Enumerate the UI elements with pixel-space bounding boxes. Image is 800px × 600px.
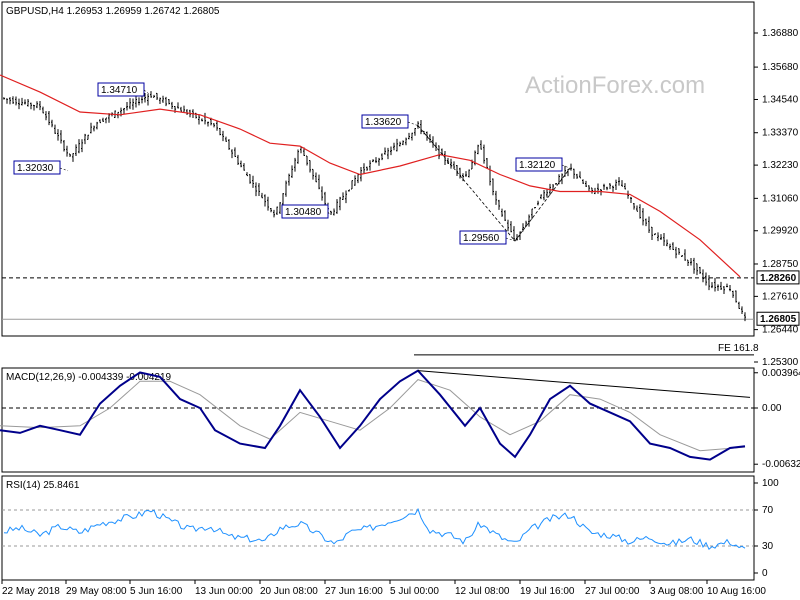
rsi-line xyxy=(3,507,746,551)
rsi-tick-label: 0 xyxy=(762,568,768,579)
price-tick-label: 1.36880 xyxy=(762,28,799,39)
macd-tick-label: -0.006324 xyxy=(762,459,800,470)
time-tick-label: 22 May 2018 xyxy=(2,586,60,597)
rsi-tick-label: 100 xyxy=(762,478,779,489)
time-tick-label: 27 Jul 00:00 xyxy=(585,586,640,597)
wave-dashed-line xyxy=(417,125,571,242)
swing-connector xyxy=(561,164,571,169)
swing-connector xyxy=(327,211,331,216)
macd-trendline xyxy=(417,370,751,398)
rsi-tick-label: 30 xyxy=(762,541,774,552)
moving-average-line xyxy=(0,74,741,278)
time-tick-label: 12 Jul 08:00 xyxy=(455,586,510,597)
swing-label-box xyxy=(459,230,507,245)
price-tick-label: 1.33370 xyxy=(762,128,799,139)
swing-annotations: 1.34710 1.32030 1.30480 1.33620 1.29560 1.321… xyxy=(13,82,571,245)
macd-panel-title: MACD(12,26,9) -0.004339 -0.004219 xyxy=(6,372,172,383)
price-tick-label: 1.28750 xyxy=(762,259,799,270)
swing-label: 1.32120 xyxy=(519,160,556,171)
time-tick-label: 5 Jul 00:00 xyxy=(390,586,439,597)
price-tick-label: 1.35680 xyxy=(762,62,799,73)
price-level-box xyxy=(756,311,800,326)
swing-connector xyxy=(143,89,151,95)
price-level-label: 1.28260 xyxy=(760,273,797,284)
rsi-tick-label: 70 xyxy=(762,505,774,516)
price-tick-label: 1.31060 xyxy=(762,193,799,204)
time-tick-label: 13 Jun 00:00 xyxy=(195,586,253,597)
swing-label: 1.29560 xyxy=(463,233,500,244)
time-tick-label: 5 Jun 16:00 xyxy=(130,586,183,597)
price-tick-label: 1.34540 xyxy=(762,94,799,105)
rsi-indicator: 100 70 30 0 xyxy=(2,478,779,579)
macd-indicator: 0.003964 0.00 -0.006324 xyxy=(0,368,800,470)
watermark: ActionForex.com xyxy=(525,72,705,99)
price-tick-label: 1.26440 xyxy=(762,325,799,336)
time-axis: 22 May 2018 29 May 08:00 5 Jun 16:00 13 Jun… xyxy=(1,580,766,597)
time-tick-label: 20 Jun 08:00 xyxy=(260,586,318,597)
swing-label-box xyxy=(515,157,563,172)
moving-average xyxy=(0,74,741,278)
swing-label: 1.33620 xyxy=(365,117,402,128)
swing-label-box xyxy=(97,82,145,97)
macd-panel-frame xyxy=(1,367,755,473)
price-panel-frame xyxy=(1,1,755,337)
swing-label: 1.32030 xyxy=(17,163,54,174)
swing-connector xyxy=(59,167,69,172)
price-tick-label: 1.32230 xyxy=(762,160,799,171)
swing-label-box xyxy=(281,204,329,219)
price-tick-label: 1.25300 xyxy=(762,357,799,368)
price-level-label: 1.26805 xyxy=(760,314,797,325)
swing-label-box xyxy=(361,114,409,129)
time-tick-label: 10 Aug 16:00 xyxy=(707,586,766,597)
rsi-panel-frame xyxy=(1,475,755,581)
macd-line xyxy=(0,369,746,461)
swing-label-box xyxy=(13,160,61,175)
macd-signal-line xyxy=(0,379,746,452)
swing-connector xyxy=(407,121,419,126)
time-tick-label: 27 Jun 16:00 xyxy=(325,586,383,597)
price-axis: 1.36880 1.35680 1.34540 1.33370 1.32230 1.310… xyxy=(754,28,799,368)
fe-161-label: FE 161.8 xyxy=(718,343,759,354)
swing-connector xyxy=(505,237,516,242)
macd-tick-label: 0.00 xyxy=(762,403,782,414)
price-levels: 1.28260 1.26805 FE 161.8 xyxy=(2,270,800,356)
price-tick-label: 1.29920 xyxy=(762,226,799,237)
swing-label: 1.30480 xyxy=(285,207,322,218)
price-panel-title: GBPUSD,H4 1.26953 1.26959 1.26742 1.2680… xyxy=(6,6,220,17)
price-tick-label: 1.27610 xyxy=(762,291,799,302)
time-tick-label: 3 Aug 08:00 xyxy=(650,586,704,597)
time-tick-label: 29 May 08:00 xyxy=(66,586,127,597)
rsi-panel-title: RSI(14) 25.8461 xyxy=(6,480,80,491)
price-level-box xyxy=(756,270,800,285)
macd-tick-label: 0.003964 xyxy=(762,368,800,379)
time-tick-label: 19 Jul 16:00 xyxy=(520,586,575,597)
swing-label: 1.34710 xyxy=(101,85,138,96)
